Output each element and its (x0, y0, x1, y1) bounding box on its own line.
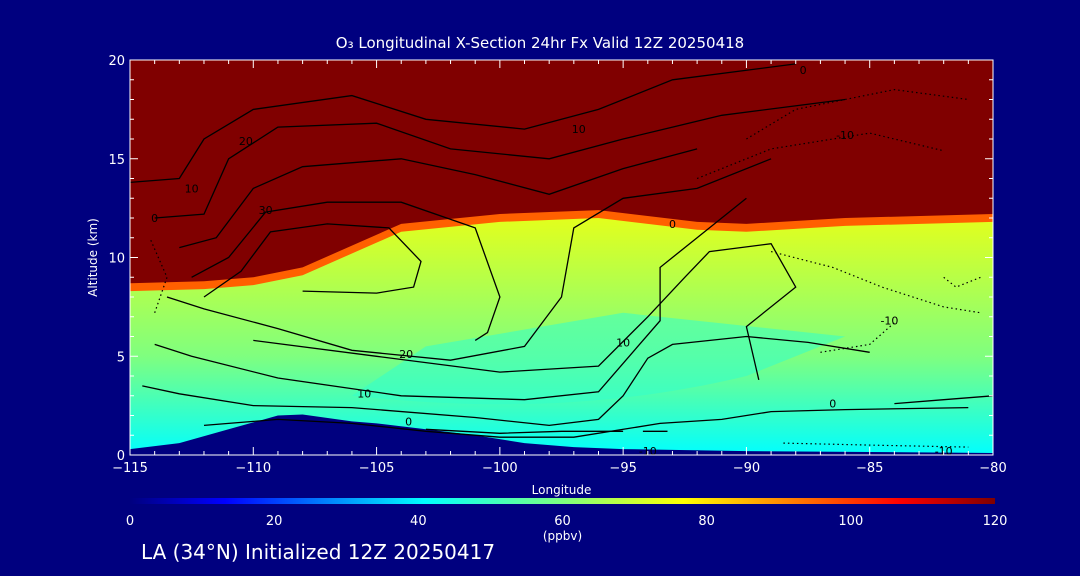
contour-label: 10 (572, 123, 586, 136)
contour-label: 10 (616, 336, 630, 349)
x-tick-label: −95 (609, 461, 636, 476)
contour-line (203, 406, 969, 438)
contour-label: -10 (880, 315, 898, 328)
ozone-contour-lines: 0 10 20 30 20 10 10 10 -10 -10 0 0 -10 -10 0 0 (130, 63, 993, 458)
x-tick-label: −105 (359, 461, 395, 476)
contour-label: -10 (935, 445, 953, 458)
contour-line (142, 335, 870, 427)
colorbar-tick-label: 40 (410, 514, 427, 529)
x-tick-label: −110 (235, 461, 271, 476)
x-tick-label: −85 (856, 461, 883, 476)
contour-label: -10 (836, 129, 854, 142)
contour-line (191, 201, 501, 341)
y-tick-label: 5 (117, 350, 125, 365)
contour-label: -10 (639, 445, 657, 458)
stratosphere-fill (130, 60, 993, 284)
contour-line (154, 98, 846, 219)
terrain (130, 414, 993, 455)
contour-line (154, 197, 747, 401)
contour-line (894, 395, 993, 405)
colorbar: 0 20 40 60 80 100 120 (ppbv) (126, 498, 1008, 543)
contour-label: 0 (405, 415, 412, 428)
x-axis-label: Longitude (532, 483, 592, 497)
contour-label: 0 (800, 64, 807, 77)
contour-label: 0 (669, 218, 676, 231)
contour-line (130, 63, 796, 184)
contour-line (253, 242, 797, 381)
colorbar-label: (ppbv) (543, 529, 582, 543)
colorbar-tick-label: 80 (698, 514, 715, 529)
x-tick-label: −90 (733, 461, 760, 476)
x-tick-label: −100 (482, 461, 518, 476)
colorbar-tick-label: 120 (983, 514, 1008, 529)
y-tick-label: 0 (117, 449, 125, 464)
contour-label: 20 (239, 135, 253, 148)
contour-label: 20 (399, 348, 413, 361)
colorbar-tick-label: 100 (838, 514, 863, 529)
negative-contour-line (943, 276, 981, 288)
contour-label: 0 (829, 398, 836, 411)
y-tick-label: 20 (108, 54, 125, 69)
contour-label: 10 (357, 388, 371, 401)
contour-line (425, 428, 624, 434)
contour-line (203, 223, 422, 298)
colorbar-tick-label: 20 (266, 514, 283, 529)
contour-line (166, 158, 772, 361)
y-tick-label: 15 (108, 153, 125, 168)
contour-line (179, 148, 698, 249)
chart-title: O₃ Longitudinal X-Section 24hr Fx Valid … (335, 34, 745, 52)
colorbar-tick-label: 0 (126, 514, 134, 529)
negative-contour-line (770, 251, 981, 314)
y-tick-label: 10 (108, 252, 125, 267)
initialization-label: LA (34°N) Initialized 12Z 20250417 (141, 540, 496, 564)
contour-label: 30 (259, 204, 273, 217)
axes: −115 −110 −105 −100 −95 −90 −85 −80 0 5 10 15 20 Long… (86, 54, 1007, 497)
x-tick-label: −115 (112, 461, 148, 476)
colorbar-tick-label: 60 (554, 514, 571, 529)
negative-contour-line (820, 322, 895, 353)
colorbar-scale (130, 498, 995, 504)
x-tick-label: −80 (979, 461, 1006, 476)
contour-label: 0 (151, 212, 158, 225)
ozone-field (130, 60, 993, 455)
low-ozone-region (351, 312, 846, 405)
negative-contour-line (783, 442, 969, 448)
y-axis-label: Altitude (km) (86, 218, 100, 297)
contour-label: 10 (185, 182, 199, 195)
